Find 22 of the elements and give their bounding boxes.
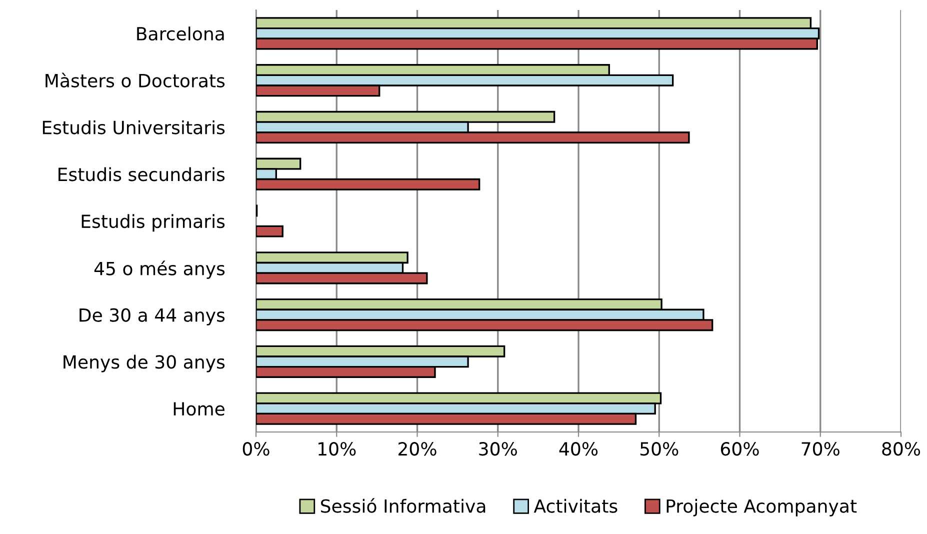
x-tick-label: 10% — [318, 442, 356, 456]
y-tick-label: Estudis secundaris — [58, 167, 225, 182]
bar — [256, 225, 284, 238]
x-tick-label: 20% — [398, 442, 436, 456]
x-tick-label: 0% — [242, 442, 270, 456]
x-tick-label: 30% — [479, 442, 517, 456]
x-tick-label: 80% — [882, 442, 920, 456]
y-tick-label: De 30 a 44 anys — [80, 308, 225, 326]
y-tick-label: Màsters o Doctorats — [46, 72, 225, 88]
y-tick-label: Barcelona — [137, 26, 224, 41]
x-tick-label: 40% — [559, 442, 598, 456]
y-tick-label: Estudis primaris — [82, 214, 225, 232]
y-tick-label: Menys de 30 anys — [64, 354, 225, 372]
x-tick-label: 60% — [720, 442, 759, 456]
y-tick-label: Estudis Universitaris — [42, 120, 225, 134]
x-tick-label: 70% — [802, 442, 840, 456]
y-tick-label: Home — [174, 402, 224, 416]
legend-label: Projecte Acompanyat — [666, 498, 857, 516]
y-tick-label: 45 o més anys — [94, 260, 225, 279]
legend-label: Sessió Informativa — [320, 498, 486, 513]
x-tick-label: 50% — [640, 442, 678, 456]
legend-label: Activitats — [534, 498, 618, 513]
